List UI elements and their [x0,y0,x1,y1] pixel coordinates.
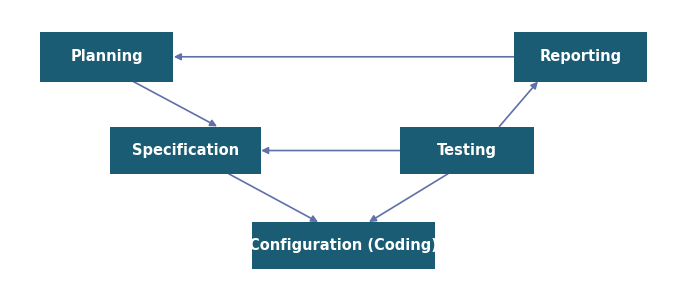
FancyBboxPatch shape [253,222,435,269]
Text: Testing: Testing [437,143,497,158]
FancyBboxPatch shape [513,32,647,82]
FancyBboxPatch shape [40,32,173,82]
FancyBboxPatch shape [400,127,534,174]
Text: Reporting: Reporting [539,49,622,64]
Text: Planning: Planning [70,49,143,64]
FancyBboxPatch shape [110,127,261,174]
Text: Configuration (Coding): Configuration (Coding) [249,238,438,253]
Text: Specification: Specification [132,143,239,158]
